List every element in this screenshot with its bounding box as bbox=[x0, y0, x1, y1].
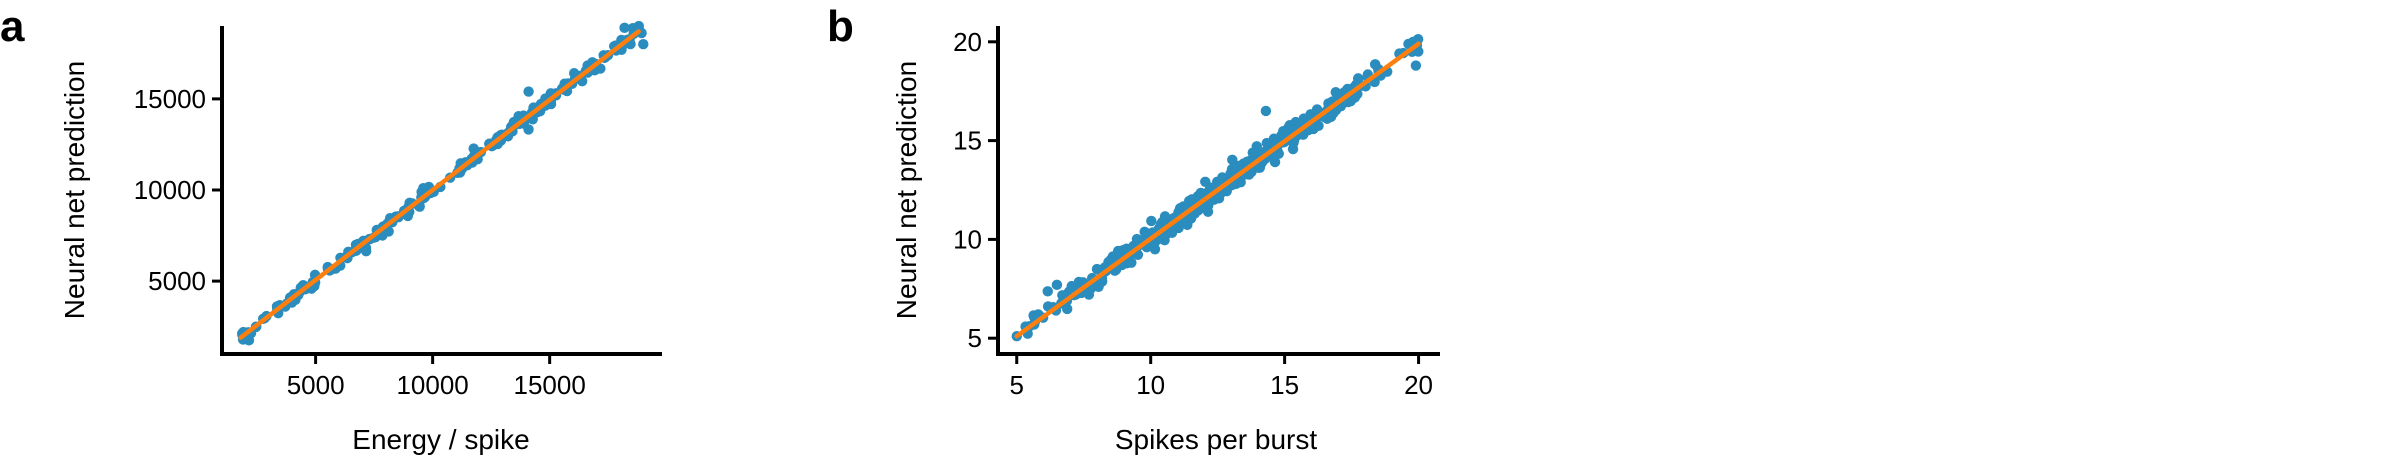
panel-b-y-tick-label: 20 bbox=[953, 27, 982, 57]
panel-b-data-point bbox=[1061, 303, 1073, 315]
panel-b-x-axis-label: Spikes per burst bbox=[1115, 424, 1318, 455]
panel-b-data-point bbox=[1157, 216, 1168, 228]
panel-a-x-tick-label: 5000 bbox=[287, 370, 345, 400]
panel-b-data-point bbox=[1051, 279, 1063, 291]
panel-b-x-tick-label: 15 bbox=[1270, 370, 1299, 400]
panel-b-x-tick-label: 10 bbox=[1136, 370, 1165, 400]
panel-a-y-tick-label: 10000 bbox=[134, 175, 206, 205]
panel-b-x-tick-label: 20 bbox=[1404, 370, 1433, 400]
panel-a-data-point bbox=[418, 182, 429, 194]
panel-a-x-tick-label: 10000 bbox=[396, 370, 468, 400]
panel-b-data-point bbox=[1042, 286, 1053, 297]
panel-b-data-point bbox=[1290, 116, 1301, 128]
panel-b-x-ticks: 5 10 15 20 bbox=[1010, 354, 1433, 400]
panel-a-x-ticks: 5000 10000 15000 bbox=[287, 354, 586, 400]
panel-b-data-point bbox=[1311, 104, 1323, 115]
panel-b-data-point bbox=[1232, 160, 1244, 172]
panel-b-data-point bbox=[1352, 73, 1364, 84]
panel-a: a 5000 10000 15000 5000 10000 15000 Energy /… bbox=[0, 2, 662, 455]
panel-b-data-point bbox=[1410, 60, 1422, 71]
panel-b-data-point bbox=[1139, 226, 1150, 238]
panel-b-y-tick-label: 10 bbox=[953, 224, 982, 254]
panel-b-data-point bbox=[1195, 187, 1207, 199]
panel-a-data-point bbox=[523, 86, 534, 97]
panel-b-data-point bbox=[1146, 215, 1157, 227]
panel-a-y-tick-label: 5000 bbox=[148, 266, 206, 296]
panel-b-x-tick-label: 5 bbox=[1010, 370, 1024, 400]
panel-b-y-tick-label: 5 bbox=[968, 323, 982, 353]
panel-a-y-axis-label: Neural net prediction bbox=[59, 61, 90, 319]
panel-a-data-point bbox=[619, 22, 630, 34]
panel-b: b 5 10 15 20 5 10 15 20 Spikes per burst Neura… bbox=[827, 2, 1440, 455]
panel-b-fit-line bbox=[1014, 41, 1421, 339]
panel-a-letter: a bbox=[0, 2, 25, 51]
panel-a-y-tick-label: 15000 bbox=[134, 84, 206, 114]
panel-b-y-axis-label: Neural net prediction bbox=[891, 61, 922, 319]
panel-b-data-point bbox=[1260, 105, 1272, 117]
panel-a-fit-line bbox=[238, 29, 641, 340]
panel-b-y-ticks: 5 10 15 20 bbox=[953, 27, 998, 353]
panel-a-y-ticks: 5000 10000 15000 bbox=[134, 84, 222, 296]
panel-b-data-point bbox=[1308, 123, 1319, 135]
panel-a-data-point bbox=[638, 39, 649, 50]
panel-b-letter: b bbox=[827, 2, 854, 51]
panel-b-data-point bbox=[1202, 206, 1214, 217]
panel-a-x-tick-label: 15000 bbox=[514, 370, 586, 400]
panel-a-x-axis-label: Energy / spike bbox=[352, 424, 529, 455]
panel-b-data-point bbox=[1349, 92, 1361, 103]
panel-b-y-tick-label: 15 bbox=[953, 126, 982, 156]
